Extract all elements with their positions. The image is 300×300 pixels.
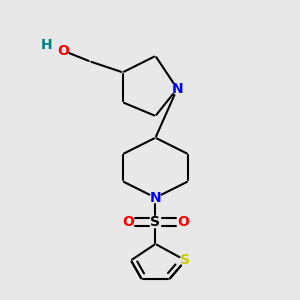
Text: O: O (57, 44, 69, 58)
Text: S: S (180, 254, 190, 267)
Text: S: S (150, 215, 161, 229)
Text: O: O (177, 215, 189, 229)
Text: O: O (122, 215, 134, 229)
Text: N: N (171, 82, 183, 96)
Text: H: H (40, 38, 52, 52)
Text: N: N (150, 191, 161, 205)
